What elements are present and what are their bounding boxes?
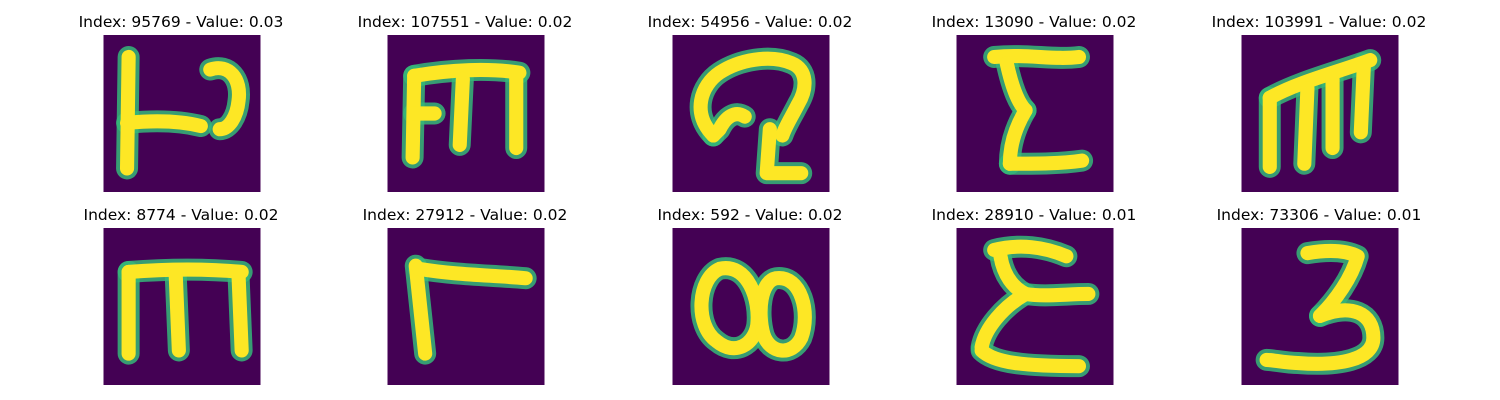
tile-caption: Index: 95769 - Value: 0.03 [78, 13, 284, 31]
glyph-epsilon-shape [956, 228, 1114, 385]
tile-caption: Index: 27912 - Value: 0.02 [362, 206, 568, 224]
glyph-m-shape [103, 228, 261, 385]
tile-caption: Index: 8774 - Value: 0.02 [83, 206, 279, 224]
glyph-curl-shape [672, 35, 830, 192]
tile-caption: Index: 73306 - Value: 0.01 [1216, 206, 1422, 224]
glyph-l-shape [387, 228, 545, 385]
tile-caption: Index: 54956 - Value: 0.02 [647, 13, 853, 31]
glyph-m-shape [1241, 35, 1399, 192]
tile-caption: Index: 103991 - Value: 0.02 [1211, 13, 1427, 31]
glyph-three-shape [1241, 228, 1399, 385]
glyph-e-shape [956, 35, 1114, 192]
tile-caption: Index: 592 - Value: 0.02 [657, 206, 843, 224]
tile-caption: Index: 107551 - Value: 0.02 [357, 13, 573, 31]
glyph-m-shape [387, 35, 545, 192]
tile-caption: Index: 28910 - Value: 0.01 [931, 206, 1137, 224]
tile-caption: Index: 13090 - Value: 0.02 [931, 13, 1137, 31]
glyph-p-with-bar [103, 35, 261, 192]
glyph-blob-shape [672, 228, 830, 385]
